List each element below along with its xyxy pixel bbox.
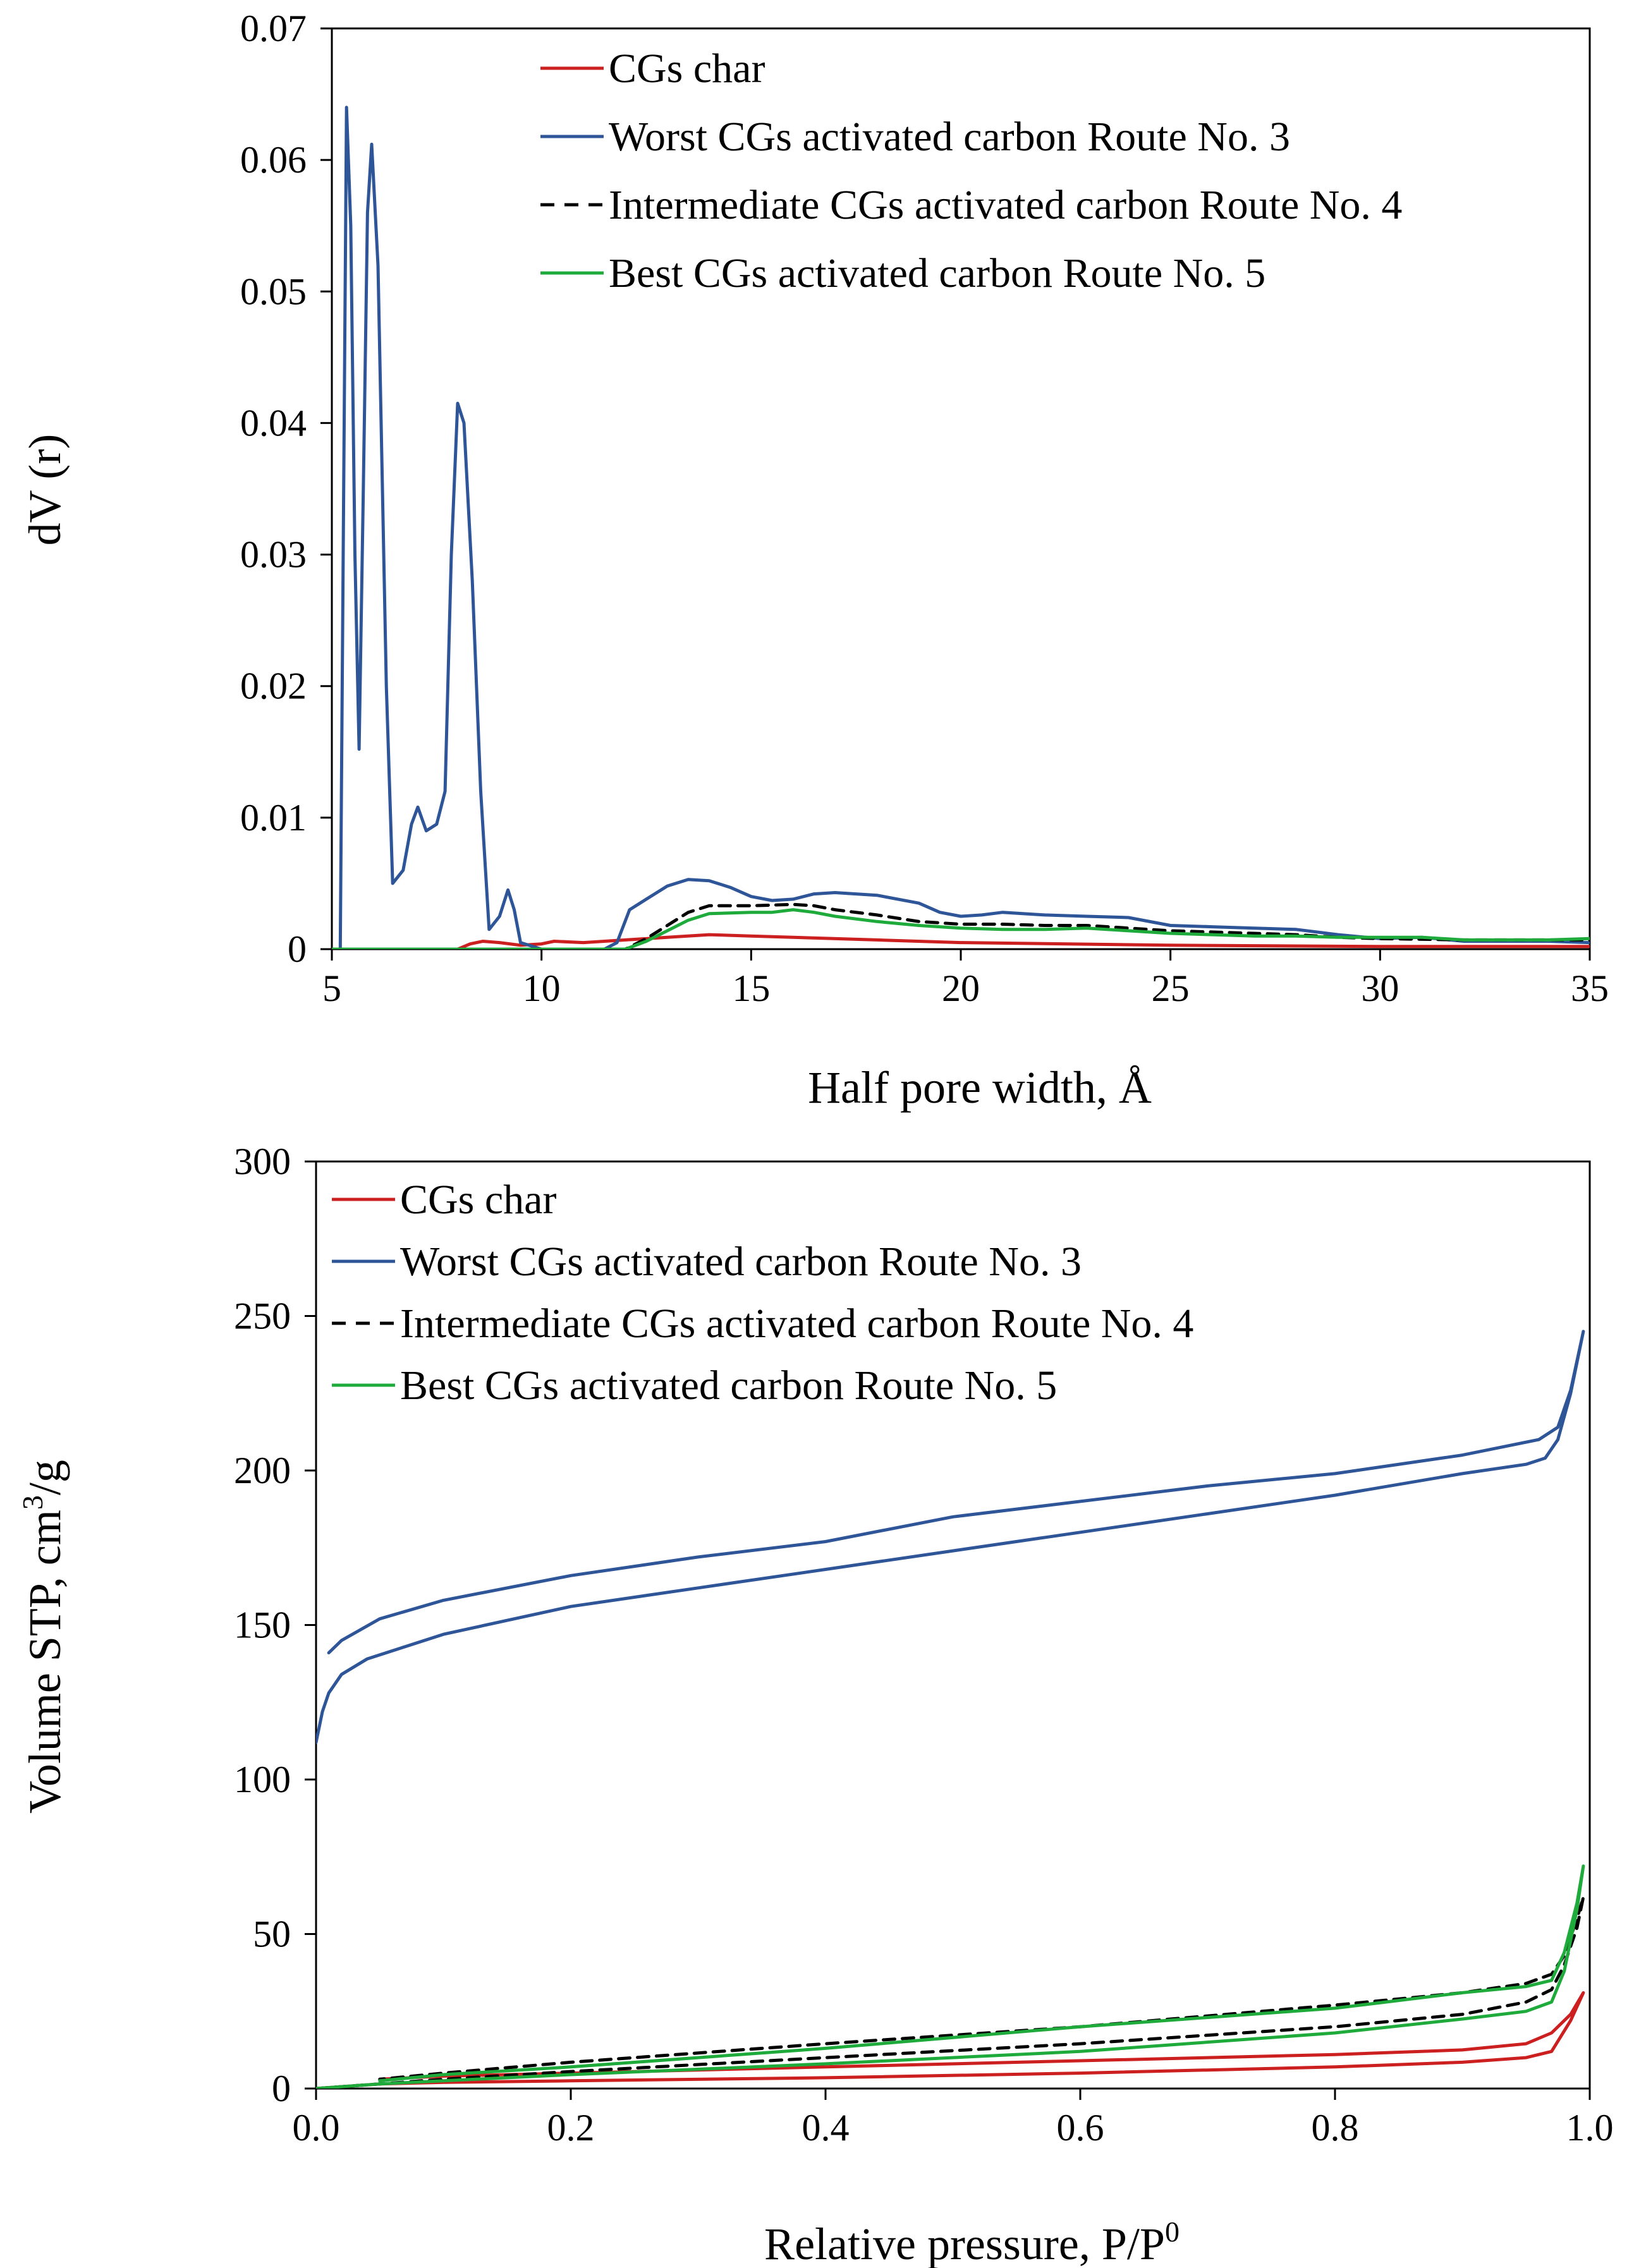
- y-tick-label: 0.04: [240, 402, 307, 444]
- x-tick-label: 1.0: [1566, 2107, 1614, 2149]
- series-line-cgs-char: [332, 933, 1590, 949]
- x-tick-label: 30: [1361, 967, 1399, 1009]
- y-tick-label: 200: [234, 1450, 291, 1491]
- plot-frame: [331, 27, 1591, 950]
- x-tick-label: 0.6: [1057, 2107, 1104, 2149]
- legend-label: Worst CGs activated carbon Route No. 3: [400, 1239, 1082, 1285]
- x-axis-label-text: Half pore width, Å: [808, 1062, 1152, 1113]
- y-tick-label: 150: [234, 1604, 291, 1646]
- y-tick-label: 0.01: [240, 797, 307, 839]
- y-axis-label: dV (r): [20, 434, 70, 546]
- y-axis-label-text: dV (r): [20, 434, 70, 546]
- x-tick-label: 25: [1152, 967, 1190, 1009]
- y-tick-label: 100: [234, 1759, 291, 1800]
- legend-label: Best CGs activated carbon Route No. 5: [400, 1362, 1057, 1409]
- series-line-intermediate-cgs-activated-carbon-route-no-4: [316, 1895, 1585, 2089]
- y-tick-label: 0.05: [240, 270, 307, 312]
- series-line-worst-cgs-activated-carbon-route-no-3: [332, 106, 1590, 949]
- legend-label: Best CGs activated carbon Route No. 5: [609, 250, 1265, 296]
- series-group: [316, 1330, 1585, 2089]
- y-tick-label: 0.03: [240, 534, 307, 576]
- x-tick-label: 35: [1571, 967, 1609, 1009]
- legend-label: Intermediate CGs activated carbon Route …: [609, 182, 1402, 228]
- series-line-best-cgs-activated-carbon-route-no-5: [332, 908, 1590, 949]
- x-tick-label: 0.2: [547, 2107, 595, 2149]
- x-tick-label: 0.8: [1312, 2107, 1359, 2149]
- legend-label: CGs char: [609, 45, 765, 92]
- y-tick-label: 50: [253, 1913, 291, 1955]
- legend-label: CGs char: [400, 1177, 556, 1223]
- series-line-cgs-char: [316, 1991, 1585, 2089]
- y-axis-label-text: Volume STP, cm: [20, 1510, 70, 1814]
- y-tick-label: 0.06: [240, 139, 307, 181]
- y-tick-label: 0: [272, 2068, 291, 2109]
- x-axis-label-superscript: 0: [1165, 2216, 1180, 2248]
- x-tick-label: 0.0: [293, 2107, 340, 2149]
- y-tick-label: 0.07: [240, 8, 307, 49]
- series-line-worst-cgs-activated-carbon-route-no-3: [316, 1330, 1585, 1744]
- y-tick-label: 300: [234, 1141, 291, 1182]
- y-axis-label-superscript: 3: [16, 1495, 49, 1510]
- legend-label: Intermediate CGs activated carbon Route …: [400, 1301, 1193, 1347]
- x-tick-label: 5: [322, 967, 341, 1009]
- y-axis-label-suffix: /g: [20, 1460, 70, 1495]
- y-axis-label: Volume STP, cm3/g: [16, 1460, 70, 1814]
- y-tick-label: 0: [288, 928, 307, 970]
- legend-label: Worst CGs activated carbon Route No. 3: [609, 114, 1290, 160]
- series-line-best-cgs-activated-carbon-route-no-5: [316, 1864, 1585, 2089]
- series-group: [332, 106, 1590, 949]
- x-tick-label: 10: [523, 967, 561, 1009]
- x-tick-label: 20: [942, 967, 980, 1009]
- chart-pore-size-distribution: 5 10 15 20 25 30 35 0 0.01 0.02 0.03 0.04 0.05 0.06 0.…: [20, 8, 1609, 1113]
- x-axis-label: Relative pressure, P/P0: [764, 2216, 1180, 2268]
- x-axis-label: Half pore width, Å: [808, 1062, 1152, 1113]
- y-tick-label: 250: [234, 1295, 291, 1337]
- y-tick-label: 0.02: [240, 665, 307, 707]
- x-axis-label-text: Relative pressure, P/P: [764, 2219, 1165, 2268]
- chart-adsorption-isotherm: 0.0 0.2 0.4 0.6 0.8 1.0 0 50 100 150 200 250 300 Rela…: [16, 1141, 1614, 2268]
- x-tick-label: 0.4: [802, 2107, 850, 2149]
- x-tick-label: 15: [732, 967, 770, 1009]
